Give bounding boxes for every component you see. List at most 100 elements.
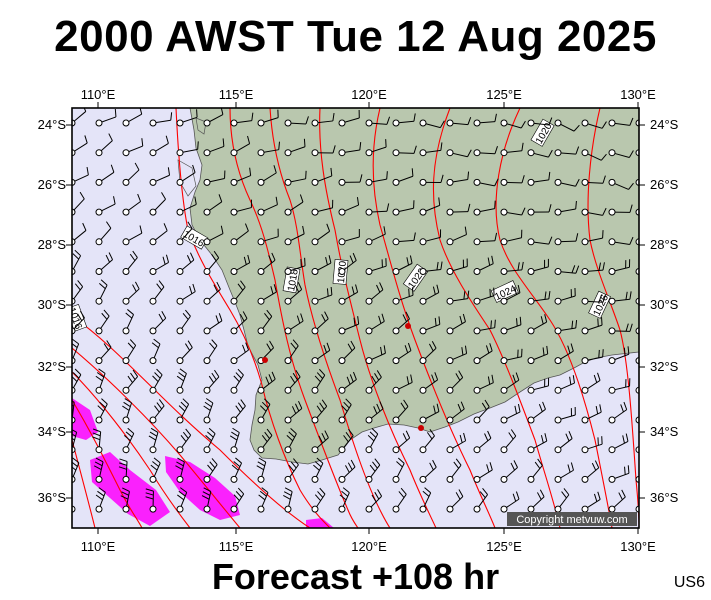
wind-barb-flag: [203, 405, 211, 411]
wind-barb-flag: [203, 487, 212, 492]
wind-barb-flag: [407, 342, 412, 351]
wind-barb-flag: [629, 117, 634, 126]
lon-label: 130°E: [620, 87, 656, 102]
wind-barb-flag: [345, 431, 352, 440]
wind-barb-flag: [150, 464, 158, 471]
wind-barb-flag: [176, 461, 184, 467]
wind-barb-flag: [512, 493, 517, 502]
lat-label: 24°S: [650, 117, 679, 132]
station-circle: [446, 505, 454, 513]
wind-barb-flag: [627, 346, 630, 355]
wind-barb-flag: [432, 459, 437, 468]
station-circle: [311, 386, 319, 394]
wind-barb-flag: [521, 207, 526, 216]
wind-barb-flag: [205, 434, 212, 442]
wind-barb-flag: [242, 311, 248, 319]
wind-barb-flag: [216, 281, 221, 290]
wind-barb-flag: [148, 435, 157, 441]
station-circle: [500, 208, 508, 216]
wind-barb-flag: [108, 252, 114, 260]
wind-barb-flag: [409, 255, 413, 264]
station-circle: [338, 119, 346, 127]
wind-barb-flag: [264, 313, 270, 320]
wind-barb-flag: [119, 458, 128, 462]
wind-barb-flag: [74, 368, 82, 375]
lat-label: 34°S: [650, 424, 679, 439]
wind-barb-flag: [540, 435, 544, 444]
wind-barb-flag: [288, 431, 295, 438]
wind-barb-flag: [411, 287, 414, 296]
station-circle: [473, 416, 481, 424]
station-circle: [419, 475, 427, 483]
wind-barb-flag: [118, 466, 127, 470]
wind-barb-flag: [519, 316, 522, 325]
wind-barb-flag: [548, 236, 553, 245]
wind-barb-flag: [113, 196, 116, 205]
wind-barb-flag: [538, 404, 543, 412]
station-circle: [122, 238, 130, 246]
wind-barb-flag: [249, 167, 252, 176]
wind-barb-flag: [537, 492, 542, 500]
wind-barb-flag: [624, 466, 626, 475]
wind-barb-flag: [386, 116, 391, 125]
wind-barb-flag: [122, 487, 130, 492]
wind-barb-flag: [321, 314, 326, 322]
wind-barb-flag: [517, 284, 521, 293]
lat-label: 36°S: [650, 490, 679, 505]
wind-barb-flag: [120, 495, 129, 500]
wind-barb-flag: [247, 254, 251, 263]
wind-barb-flag: [575, 200, 577, 210]
wind-barb-flag: [233, 494, 240, 501]
station-circle: [392, 505, 400, 513]
station-circle: [608, 505, 616, 513]
station-circle: [581, 119, 589, 127]
wind-barb-flag: [292, 339, 299, 347]
station-circle: [95, 208, 103, 216]
station-circle: [95, 446, 103, 454]
wind-barb-flag: [180, 401, 188, 409]
frame-ticks: [66, 102, 645, 534]
station-circle: [527, 505, 535, 513]
wind-barb-flag: [235, 457, 242, 464]
wind-barb-flag: [130, 372, 136, 380]
wind-barb-flag: [207, 464, 214, 472]
station-circle: [419, 268, 427, 275]
station-circle: [203, 327, 211, 335]
wind-barb-flag: [213, 284, 218, 293]
station-circle: [257, 208, 265, 216]
station-circle: [446, 386, 454, 394]
station-circle: [608, 119, 616, 127]
station-circle: [392, 119, 400, 127]
station-circle: [176, 357, 184, 365]
wind-barb-flag: [400, 487, 407, 495]
lat-label: 28°S: [650, 237, 679, 252]
station-circle: [527, 386, 535, 394]
station-circle: [203, 475, 211, 483]
station-circle: [527, 268, 535, 275]
wind-barb-flag: [132, 369, 139, 377]
station-circle: [203, 297, 211, 305]
wind-barb-flag: [98, 487, 106, 493]
wind-barb-flag: [316, 405, 322, 413]
wind-barb-flag: [575, 265, 580, 274]
wind-barb-flag: [467, 116, 472, 125]
wind-barb-flag: [369, 431, 377, 438]
wind-barb-flag: [275, 196, 278, 205]
wind-barb-flag: [520, 120, 526, 129]
wind-barb-flag: [303, 138, 306, 147]
wind-barb-flag: [192, 164, 196, 173]
station-circle: [365, 357, 373, 365]
wind-barb-flag: [653, 463, 655, 471]
station-circle: [122, 149, 130, 157]
station-circle: [365, 327, 373, 335]
station-circle: [446, 475, 454, 483]
wind-barb-flag: [460, 401, 465, 410]
station-circle: [338, 208, 346, 216]
wind-barb-flag: [211, 372, 217, 381]
station-circle: [581, 357, 589, 365]
wind-barb-flag: [132, 250, 138, 258]
wind-barb-flag: [487, 257, 491, 266]
station-circle: [365, 446, 373, 454]
wind-barb-flag: [341, 490, 349, 497]
station-circle: [527, 416, 535, 424]
